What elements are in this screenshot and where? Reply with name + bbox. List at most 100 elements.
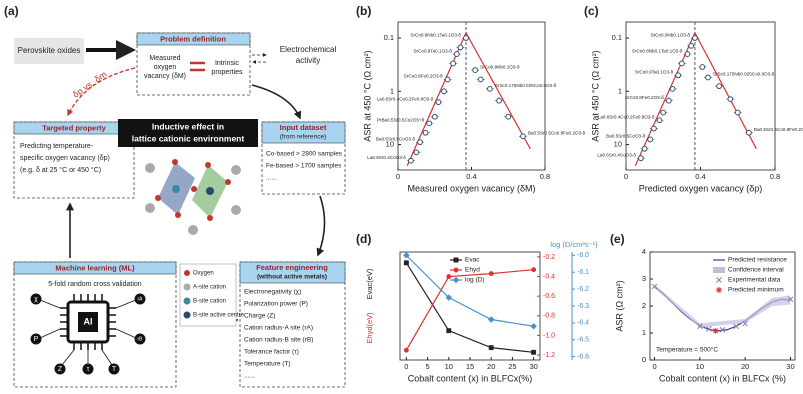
y-tick-label: 1 xyxy=(642,328,646,337)
marker xyxy=(733,323,739,330)
marker xyxy=(531,349,537,355)
pins xyxy=(30,293,146,375)
point-label: Ba0.5Sr0.5Co0.8Fe0.2O3-δ xyxy=(528,131,586,136)
point xyxy=(688,42,695,49)
legend-swatch xyxy=(183,297,191,305)
activity: activity xyxy=(296,56,320,65)
y-tick-label: 0 xyxy=(642,355,646,364)
pin-label: rA xyxy=(138,296,144,302)
point-label: SrCo0.8Nb0.1Ta0.1O3-δ xyxy=(410,32,461,37)
marker xyxy=(719,326,726,333)
x-tick-label: 0.8 xyxy=(770,172,780,181)
y-tick-label: 4 xyxy=(642,247,646,256)
x-label: Measured oxygen vacancy (δM) xyxy=(407,183,535,193)
perovskite-box xyxy=(14,38,84,64)
point-label: SrCo0.9Nb0.1O3-δ xyxy=(651,32,691,37)
point xyxy=(422,129,429,136)
header xyxy=(13,261,177,275)
marker xyxy=(712,327,719,334)
x-tick-label: 0.8 xyxy=(540,172,550,181)
marker xyxy=(651,283,658,290)
y3-label: log (D/cm²s⁻¹) xyxy=(550,240,598,249)
target-line: (e.g. δ at 25 °C or 450 °C) xyxy=(20,166,101,174)
point xyxy=(417,139,423,146)
marker xyxy=(453,267,459,273)
point xyxy=(660,109,667,116)
point-label: PrBa0.5Sr0.5Co2O5+δ xyxy=(377,118,425,123)
y2-tick-label: -0.8 xyxy=(543,313,555,320)
marker xyxy=(403,347,409,353)
x-tick-label: 10 xyxy=(696,362,704,371)
point-label: Ba0.5Sr0.5CoO3-δ xyxy=(606,134,646,139)
feature-subtitle: (without active metals) xyxy=(257,274,327,281)
marker xyxy=(531,267,537,273)
point xyxy=(413,149,420,156)
x-tick-label: 30 xyxy=(529,362,537,371)
y-tick-label: 1 xyxy=(618,86,622,95)
legend-label: Experimental data xyxy=(728,277,781,284)
x-tick-label: 20 xyxy=(741,362,749,371)
point xyxy=(727,96,734,102)
legend-swatch xyxy=(183,283,191,291)
x-tick-label: 20 xyxy=(487,362,495,371)
feature-line: Charge (Z) xyxy=(244,313,275,320)
y2-tick-label: -1.2 xyxy=(543,352,555,359)
point xyxy=(453,51,460,57)
y3-tick-label: -6.5 xyxy=(577,337,589,344)
y-tick-label: 0.1 xyxy=(384,33,394,42)
point xyxy=(407,157,414,164)
point-label: SrCo0.9Nb0.1O3-δ xyxy=(480,64,520,69)
marker xyxy=(530,322,537,330)
point xyxy=(705,74,711,81)
point-label: SrCo0.8Fe0.2O3-δ xyxy=(404,74,443,79)
point xyxy=(641,145,648,152)
point xyxy=(477,76,484,83)
compare: δp vs. δm xyxy=(71,69,109,100)
x-tick-label: 0.4 xyxy=(466,172,476,181)
panel-label: (a) xyxy=(4,4,19,18)
series-line xyxy=(405,262,534,353)
pin-label: rB xyxy=(138,336,144,342)
y-tick-label: 10 xyxy=(386,140,394,149)
point-label: SrCo0.9Ta0.1O3-δ xyxy=(413,48,452,53)
panel-label: (e) xyxy=(610,232,625,246)
input-line: ...... xyxy=(266,175,277,182)
feature-list: Electronegativity (χ) Polarization power … xyxy=(244,289,313,380)
legend-label: Evac xyxy=(465,257,480,264)
point xyxy=(472,67,479,74)
x-tick-label: 0.4 xyxy=(695,172,705,181)
input-line: Co-based > 2800 samples xyxy=(266,151,343,158)
panel-label: (b) xyxy=(356,4,371,18)
header xyxy=(239,261,346,284)
point xyxy=(496,97,502,104)
marker xyxy=(742,320,749,327)
chip-label: AI xyxy=(84,316,93,326)
problem-left: oxygen xyxy=(154,64,177,71)
arrow xyxy=(316,195,326,257)
legend-label: Predicted minimum xyxy=(728,287,784,294)
problem-left: Measured xyxy=(149,55,180,62)
panel-a: (a) Perovskite oxides Problem definition… xyxy=(4,4,346,388)
ml-title: Machine learning (ML) xyxy=(55,263,135,272)
marker xyxy=(696,323,703,330)
y2-tick-label: -0.2 xyxy=(543,254,555,261)
marker xyxy=(787,296,794,303)
y-label: ASR (Ω cm²) xyxy=(614,280,624,331)
feature-line: ...... xyxy=(244,373,255,380)
point-label: La0.6Sr0.4Co0.2Fe0.8O3-δ xyxy=(377,96,434,101)
perovskite: Perovskite oxides xyxy=(18,46,81,55)
point xyxy=(444,76,451,83)
target-title: Targeted property xyxy=(42,123,106,132)
point xyxy=(463,35,469,41)
y-tick-label: 0.1 xyxy=(612,33,622,42)
problem-right: Intrinsic xyxy=(215,60,240,67)
feature-title: Feature engineering xyxy=(256,263,328,272)
point xyxy=(426,120,433,127)
activity: Electrochemical xyxy=(280,45,337,54)
pin-label: τ xyxy=(87,366,90,373)
problem-left: vacancy (δM) xyxy=(144,73,186,80)
legend-swatch xyxy=(183,311,191,319)
target-box xyxy=(13,121,135,199)
fit-line xyxy=(406,31,531,167)
